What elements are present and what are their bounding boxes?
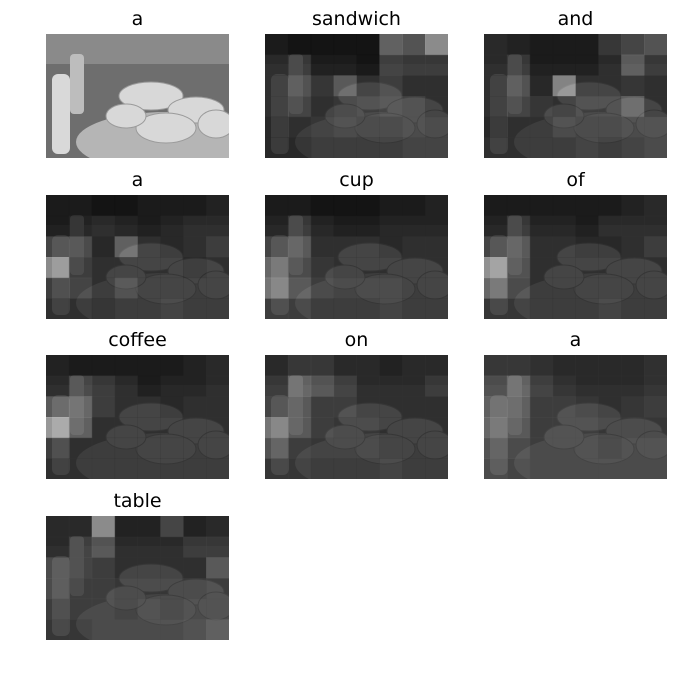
attention-map-image	[46, 195, 229, 319]
panel-word: on	[344, 329, 369, 351]
panel-word: a	[131, 8, 144, 30]
panel-word: table	[113, 490, 162, 512]
attention-map-image	[46, 355, 229, 479]
panel-word: of	[566, 169, 585, 191]
attention-map-image	[265, 195, 448, 319]
attention-map-image	[46, 34, 229, 158]
attention-map-image	[46, 516, 229, 640]
panel-word: sandwich	[312, 8, 401, 30]
panel-word: a	[131, 169, 144, 191]
panel-word: cup	[339, 169, 374, 191]
panel-word: a	[569, 329, 582, 351]
attention-map-image	[484, 34, 667, 158]
attention-map-image	[484, 195, 667, 319]
attention-map-image	[484, 355, 667, 479]
panel-word: and	[557, 8, 594, 30]
attention-map-image	[265, 355, 448, 479]
attention-map-image	[265, 34, 448, 158]
panel-word: coffee	[108, 329, 167, 351]
